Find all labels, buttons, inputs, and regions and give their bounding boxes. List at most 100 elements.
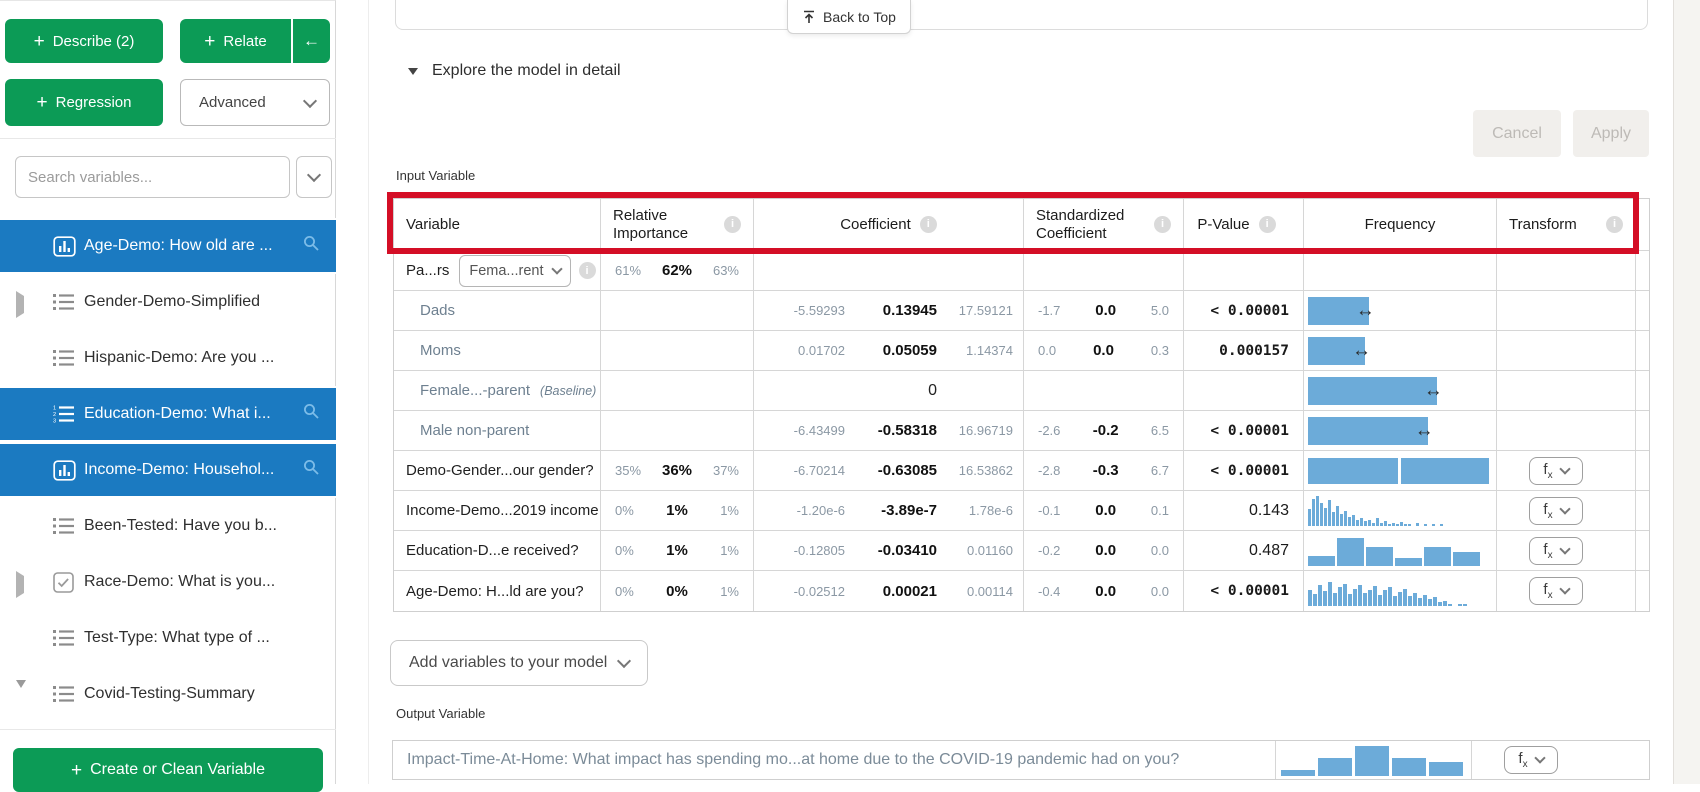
range-arrow-icon: ↔ [1414,420,1434,441]
frequency-histogram [1308,495,1443,526]
create-or-clean-variable-button[interactable]: + Create or Clean Variable [13,748,323,792]
baseline-tag: (Baseline) [540,384,597,398]
column-header-coefficient: Coefficient i [754,199,1024,250]
info-icon[interactable]: i [1258,216,1276,233]
transform-fx-dropdown[interactable]: fx [1529,496,1583,525]
transform-fx-dropdown[interactable]: fx [1529,456,1583,485]
table-header-row: Variable Relative Importance i Coefficient i… [394,199,1649,251]
p-value-cell: < 0.00001 [1184,291,1304,330]
row-variable-name: Moms [420,342,461,359]
explore-model-section-toggle[interactable]: Explore the model in detail [408,62,621,80]
describe-button-label: Describe (2) [52,32,135,50]
variable-name: Age-Demo: How old are ... [84,237,273,254]
range-arrow-icon: ↔ [1423,380,1443,401]
transform-cell: fx [1497,491,1636,530]
row-variable-name: Male non-parent [420,422,530,439]
sidebar-item-education-demo-what-i[interactable]: 1 2 3 Education-Demo: What i... [0,386,336,442]
transform-fx-dropdown[interactable]: fx [1529,577,1583,605]
relative-importance-cell: 0% 1% 1% [601,491,754,530]
variable-name: Income-Demo: Househol... [84,461,275,478]
advanced-dropdown-label: Advanced [199,94,266,111]
section-title: Explore the model in detail [432,62,621,79]
standardized-coefficient-cell: -0.4 0.0 0.0 [1024,571,1184,611]
coefficient-cell [754,251,1024,290]
numbered-list-icon: 123 [53,406,74,423]
variable-cell: Income-Demo...2019 income [394,491,601,530]
p-value-cell: < 0.00001 [1184,571,1304,611]
table-row-income-demo-2019-income: Income-Demo...2019 income 0% 1% 1% -1.20e-6-… [394,491,1649,531]
coefficient-cell: -6.70214 -0.63085 16.53862 [754,451,1024,490]
sidebar-item-been-tested-have-you-b[interactable]: Been-Tested: Have you b... [0,498,336,554]
info-icon[interactable]: i [578,262,596,279]
divider [0,729,336,730]
describe-button[interactable]: + Describe (2) [5,19,163,63]
apply-button[interactable]: Apply [1573,110,1649,157]
output-variable-row: Impact-Time-At-Home: What impact has spe… [392,740,1650,780]
column-header-frequency: Frequency [1304,199,1497,250]
search-input[interactable] [15,156,290,198]
info-icon[interactable]: i [1154,216,1171,233]
variable-cell: Female...-parent (Baseline) [394,371,601,410]
search-variable-icon[interactable] [303,459,320,481]
add-variables-label: Add variables to your model [409,654,608,671]
search-filter-dropdown[interactable] [296,156,332,198]
info-icon[interactable]: i [919,216,937,233]
variable-cell: Demo-Gender...our gender? [394,451,601,490]
category-dropdown[interactable]: Fema...rent [459,254,571,287]
info-icon[interactable]: i [1606,216,1623,233]
chevron-down-icon [302,93,318,108]
variable-name: Race-Demo: What is you... [84,573,276,590]
frequency-cell: ↔ [1304,291,1497,330]
add-variables-dropdown[interactable]: Add variables to your model [390,640,649,686]
variable-name: Covid-Testing-Summary [84,685,255,702]
table-row-age-demo-h-ld-are-you: Age-Demo: H...ld are you? 0% 0% 1% -0.02512 0… [394,571,1649,611]
magnifier-icon [304,460,319,475]
p-value-cell: < 0.00001 [1184,411,1304,450]
search-variable-icon[interactable] [303,403,320,425]
arrow-up-to-line-icon [804,10,814,23]
back-to-top-button[interactable]: Back to Top [787,0,911,34]
sidebar-item-income-demo-househol[interactable]: Income-Demo: Househol... [0,442,336,498]
spacer-cell [1636,451,1649,490]
bar-chart-icon [53,459,76,481]
collapse-panel-button[interactable]: ← [293,19,330,63]
sidebar-item-age-demo-how-old-are[interactable]: Age-Demo: How old are ... [0,218,336,274]
standardized-coefficient-cell [1024,371,1184,410]
cancel-button[interactable]: Cancel [1473,110,1561,157]
table-row-female-parent: Female...-parent (Baseline) 0 ↔ [394,371,1649,411]
output-transform-cell: fx [1472,741,1649,779]
column-header-variable: Variable [394,199,601,250]
collapse-arrow-icon[interactable] [16,680,28,705]
variable-name: Test-Type: What type of ... [84,629,270,646]
p-value-cell: 0.000157 [1184,331,1304,370]
chevron-down-icon [1558,502,1571,515]
sidebar-item-test-type-what-type-of[interactable]: Test-Type: What type of ... [0,610,336,666]
p-value-cell: < 0.00001 [1184,451,1304,490]
row-variable-name: Income-Demo...2019 income [406,502,599,519]
output-variable-name: Impact-Time-At-Home: What impact has spe… [393,741,1276,779]
p-value-cell: 0.487 [1184,531,1304,570]
sidebar-item-gender-demo-simplified[interactable]: Gender-Demo-Simplified [0,274,336,330]
variable-name: Gender-Demo-Simplified [84,293,261,310]
variable-cell: Education-D...e received? [394,531,601,570]
search-variable-icon[interactable] [303,235,320,257]
expand-arrow-icon[interactable] [16,291,28,318]
expand-arrow-icon[interactable] [16,571,28,598]
sidebar-item-covid-testing-summary[interactable]: Covid-Testing-Summary [0,666,336,722]
relate-button[interactable]: + Relate [180,19,291,63]
frequency-cell [1304,571,1497,611]
spacer-cell [1636,199,1649,250]
sidebar-item-race-demo-what-is-you[interactable]: Race-Demo: What is you... [0,554,336,610]
frequency-bar [1308,296,1369,325]
chevron-down-icon [1558,583,1571,595]
table-row-demo-gender-our-gender: Demo-Gender...our gender? 35% 36% 37% -6.702… [394,451,1649,491]
regression-button[interactable]: + Regression [5,79,163,126]
transform-cell: fx [1497,451,1636,490]
advanced-dropdown[interactable]: Advanced [180,79,330,126]
row-variable-name: Dads [420,302,456,319]
sidebar-item-hispanic-demo-are-you[interactable]: Hispanic-Demo: Are you ... [0,330,336,386]
relative-importance-cell [601,291,754,330]
info-icon[interactable]: i [724,216,741,233]
transform-fx-dropdown[interactable]: fx [1529,536,1583,565]
transform-fx-dropdown[interactable]: fx [1504,746,1558,774]
